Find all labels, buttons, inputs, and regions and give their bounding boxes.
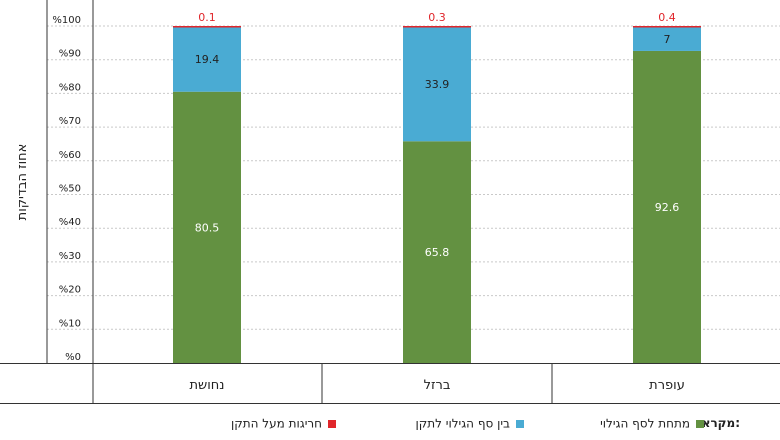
- y-tick-label: %70: [59, 116, 81, 127]
- y-tick-label: %20: [59, 285, 81, 296]
- category-label: נחושת: [190, 378, 225, 393]
- data-label: 33.9: [425, 78, 450, 91]
- y-tick-label: %100: [52, 15, 81, 26]
- category-labels: נחושת ברזל עופרת: [190, 378, 685, 393]
- legend-swatch-blue: [516, 419, 524, 428]
- legend-item-between-threshold: בין סף הגילוי לתקן: [415, 416, 524, 431]
- y-tick-label: %30: [59, 251, 81, 262]
- bar-segment: [403, 26, 471, 28]
- bars-layer: 80.5 19.4 0.1 65.8 33.9 0.3 92.6 7 0.4: [173, 11, 701, 364]
- bar-segment: [173, 26, 241, 28]
- legend: מקרא: מתחת לסף הגילוי בין סף הגילוי לתקן…: [0, 404, 780, 440]
- legend-swatch-red: [328, 419, 336, 428]
- y-tick-label: %50: [59, 184, 81, 195]
- bar-segment: [403, 141, 471, 363]
- bar-segment: [403, 27, 471, 142]
- data-label: 0.4: [658, 11, 676, 24]
- bar-segment: [173, 26, 241, 92]
- legend-title: מקרא:: [701, 416, 740, 430]
- bar-segment: [173, 91, 241, 363]
- y-tick-label: %10: [59, 318, 81, 329]
- bar-segment: [633, 27, 701, 51]
- legend-item-exceed: חריגות מעל התקן: [231, 416, 336, 431]
- y-axis-label: אחוז הבדיקות: [15, 144, 30, 221]
- category-label: עופרת: [649, 378, 685, 393]
- y-tick-label: %40: [59, 217, 81, 228]
- legend-swatch-green: [696, 419, 704, 428]
- y-tick-label: %80: [59, 82, 81, 93]
- bar-segment: [633, 26, 701, 28]
- data-label: 92.6: [655, 201, 680, 214]
- stacked-bar-chart: 80.5 19.4 0.1 65.8 33.9 0.3 92.6 7 0.4 %0 %10 %20%…: [0, 0, 780, 404]
- y-tick-label: %90: [59, 49, 81, 60]
- data-label: 0.1: [198, 11, 216, 24]
- y-tick-label: %0: [65, 352, 81, 363]
- data-label: 7: [664, 33, 671, 46]
- data-label: 19.4: [195, 53, 220, 66]
- bar-segment: [633, 50, 701, 364]
- axes: [0, 0, 780, 404]
- category-label: ברזל: [424, 378, 451, 393]
- y-tick-label: %60: [59, 150, 81, 161]
- data-label: 80.5: [195, 221, 220, 234]
- legend-item-below-threshold: מתחת לסף הגילוי: [600, 416, 704, 431]
- data-label: 0.3: [428, 11, 446, 24]
- data-label: 65.8: [425, 246, 450, 259]
- y-tick-labels: %0 %10 %20 %30 %40 %50 %60 %70 %80 %90 %100: [52, 15, 81, 363]
